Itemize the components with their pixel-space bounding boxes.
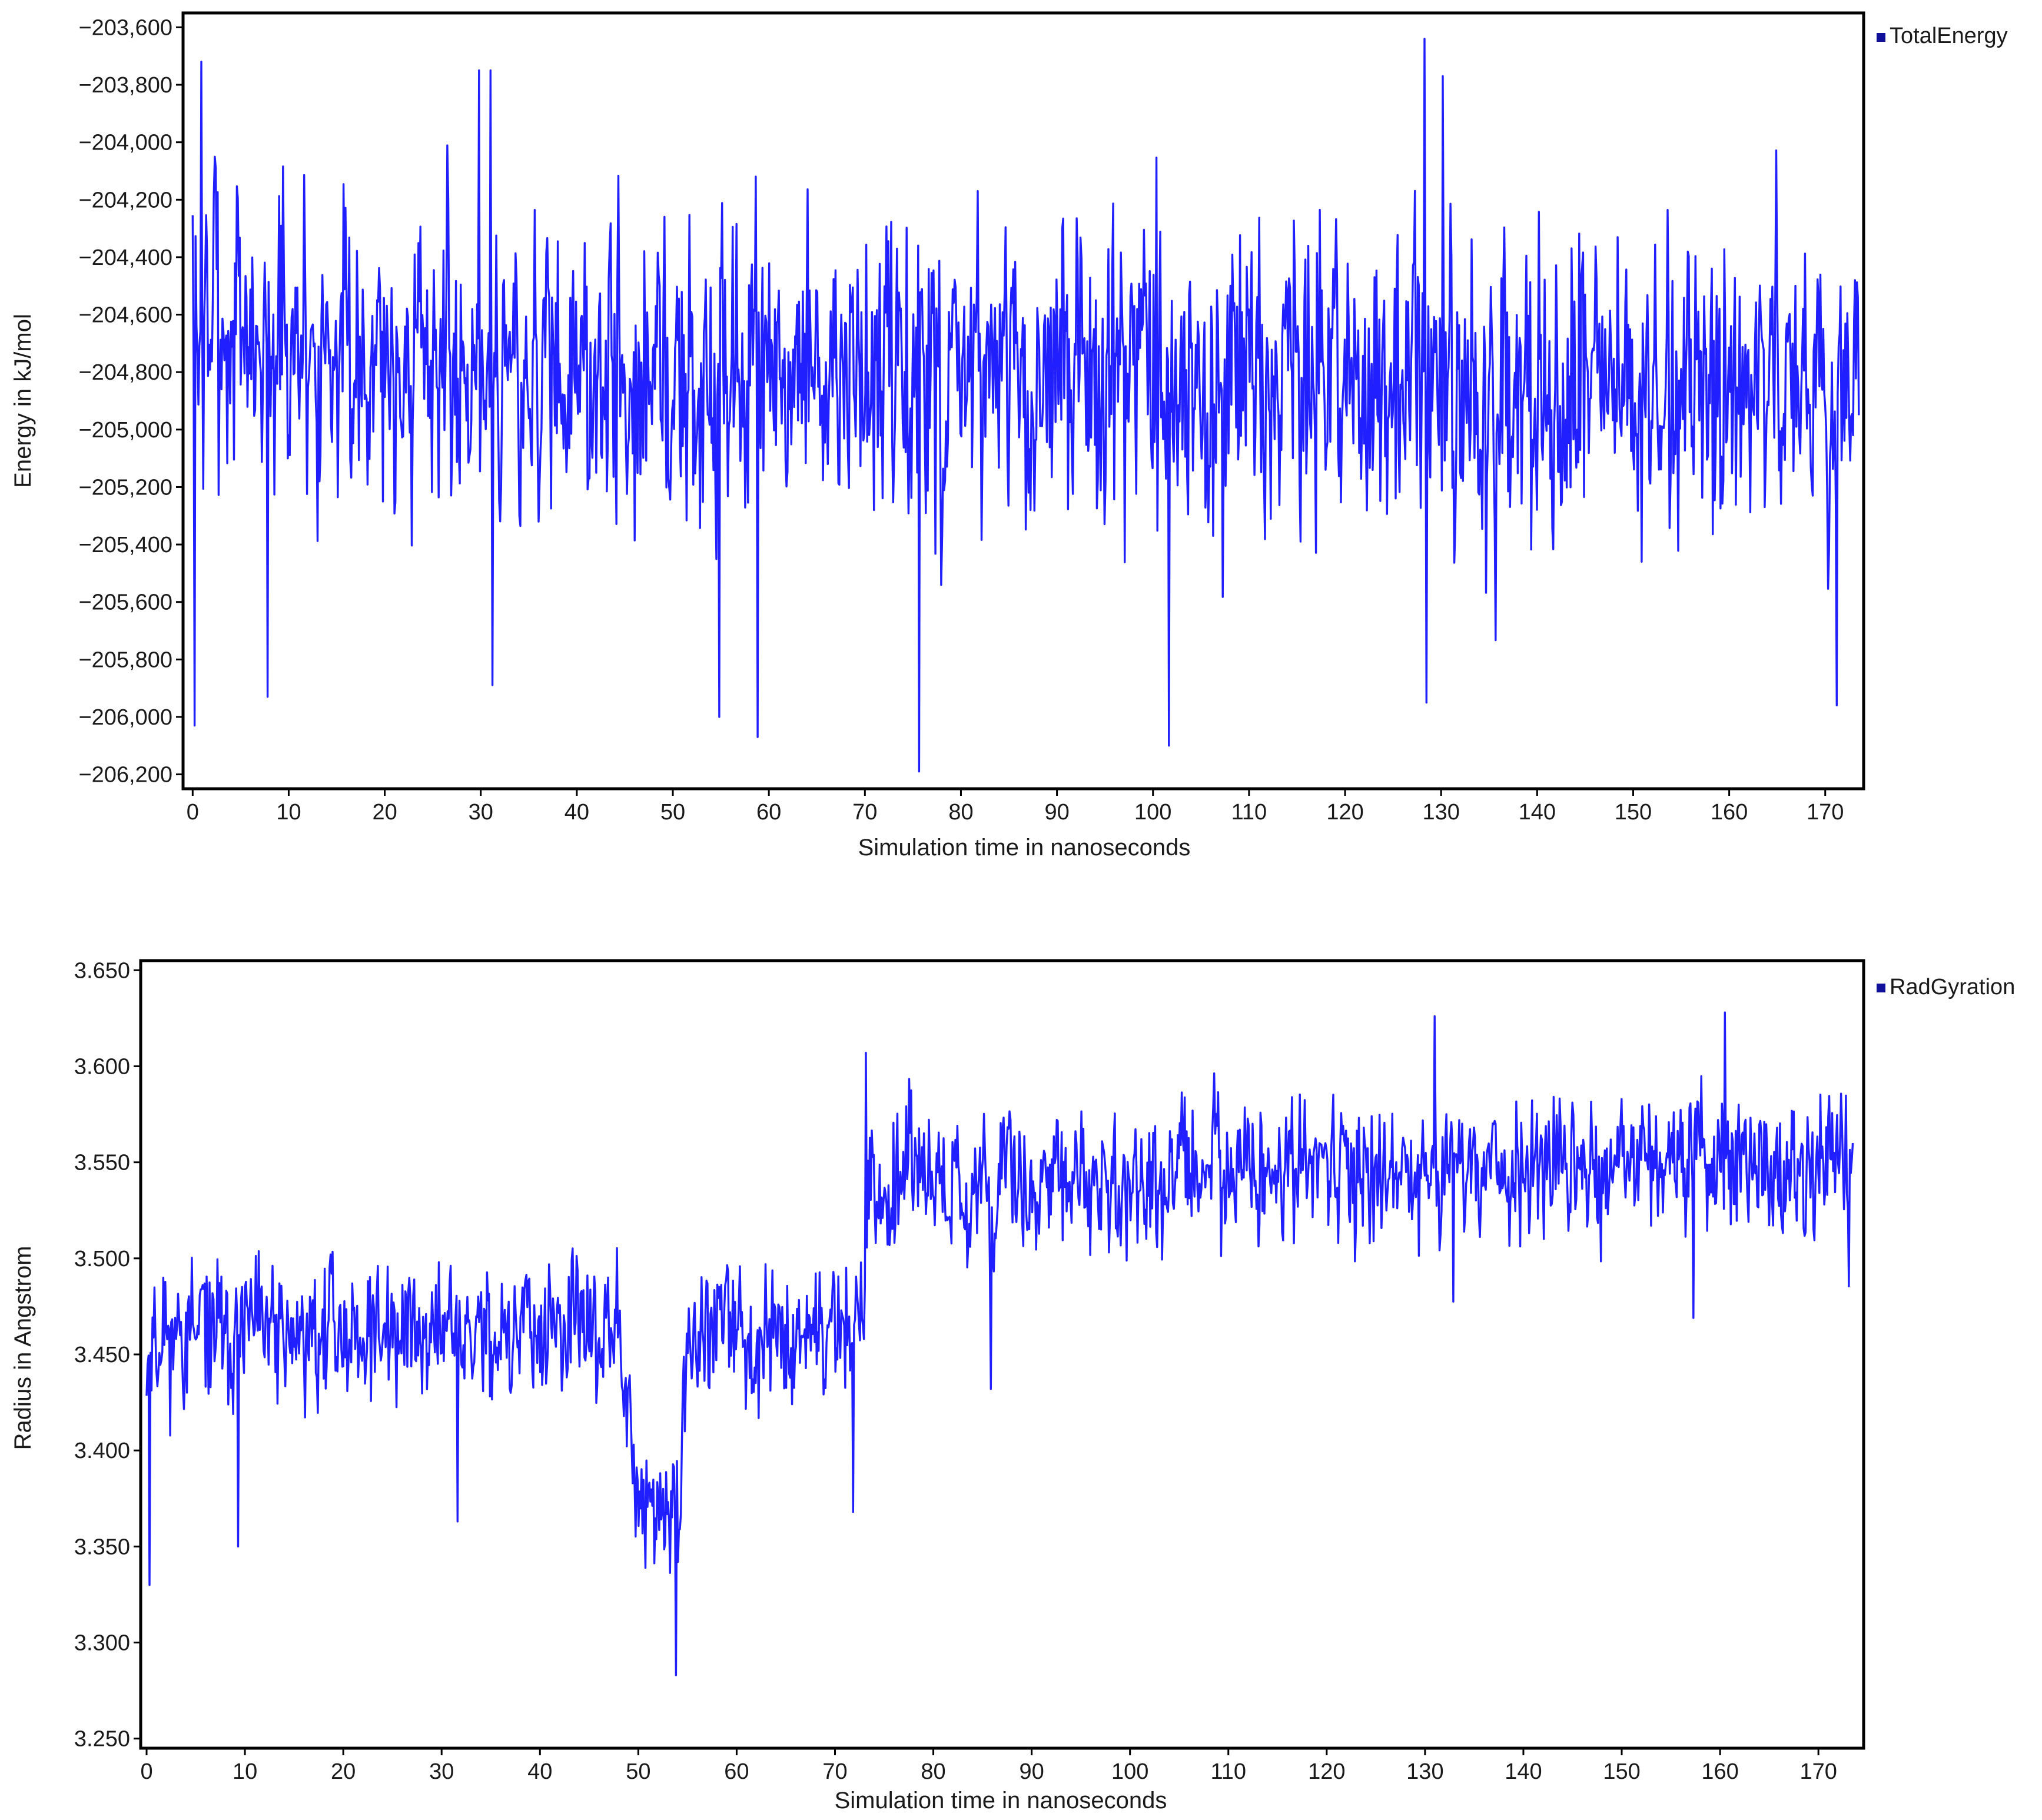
x-tick-label: 10 — [233, 1759, 257, 1784]
y-tick-label: −206,000 — [78, 705, 172, 730]
y-tick-label: −205,600 — [78, 590, 172, 615]
x-tick-label: 130 — [1422, 800, 1459, 825]
x-tick-label: 130 — [1406, 1759, 1443, 1784]
y-axis-ticks: −203,600 −203,800 −204,000 −204,200 −204,400… — [78, 15, 183, 788]
x-tick-label: 70 — [852, 800, 877, 825]
x-tick-label: 50 — [660, 800, 685, 825]
x-tick-label: 10 — [276, 800, 301, 825]
y-tick-label: 3.400 — [74, 1439, 130, 1463]
x-tick-label: 170 — [1799, 1759, 1837, 1784]
x-tick-label: 20 — [372, 800, 397, 825]
y-axis-label: Radius in Angstrom — [10, 1246, 36, 1450]
x-tick-label: 40 — [527, 1759, 552, 1784]
y-axis-ticks: 3.250 3.300 3.350 3.400 3.450 3.500 3.550 3.600… — [74, 958, 141, 1752]
total-energy-chart: 0 10 20 30 40 50 60 70 80 90 100 110 120 130 140 150 160… — [10, 11, 2008, 861]
x-tick-label: 160 — [1701, 1759, 1738, 1784]
x-tick-label: 70 — [822, 1759, 847, 1784]
x-tick-label: 60 — [756, 800, 781, 825]
y-tick-label: −204,200 — [78, 188, 172, 212]
x-tick-label: 140 — [1505, 1759, 1542, 1784]
x-tick-label: 0 — [140, 1759, 152, 1784]
legend-label: TotalEnergy — [1890, 24, 2008, 48]
series-path-TotalEnergy — [191, 38, 1860, 773]
x-tick-label: 0 — [187, 800, 199, 825]
x-axis-ticks: 0 10 20 30 40 50 60 70 80 90 100 110 120 130 140 150 160… — [140, 1748, 1837, 1784]
y-tick-label: 3.300 — [74, 1631, 130, 1656]
x-tick-label: 30 — [429, 1759, 454, 1784]
y-tick-label: −203,600 — [78, 15, 172, 40]
x-tick-label: 40 — [565, 800, 589, 825]
y-tick-label: −204,800 — [78, 360, 172, 385]
x-tick-label: 170 — [1807, 800, 1844, 825]
x-tick-label: 80 — [948, 800, 973, 825]
legend-swatch — [1877, 984, 1885, 992]
y-tick-label: 3.600 — [74, 1054, 130, 1079]
x-tick-label: 140 — [1519, 800, 1556, 825]
series-line — [145, 1011, 1854, 1676]
legend-label: RadGyration — [1890, 975, 2015, 999]
y-tick-label: 3.350 — [74, 1535, 130, 1559]
legend: TotalEnergy — [1877, 24, 2008, 48]
y-tick-label: 3.500 — [74, 1247, 130, 1271]
x-tick-label: 30 — [469, 800, 493, 825]
x-tick-label: 60 — [724, 1759, 749, 1784]
y-tick-label: −203,800 — [78, 73, 172, 98]
y-tick-label: 3.450 — [74, 1343, 130, 1367]
y-tick-label: 3.250 — [74, 1727, 130, 1752]
legend: RadGyration — [1877, 975, 2015, 999]
series-path-RadGyration — [145, 1011, 1854, 1676]
x-tick-label: 110 — [1210, 1759, 1246, 1784]
x-tick-label: 160 — [1711, 800, 1748, 825]
x-tick-label: 110 — [1231, 800, 1267, 825]
x-tick-label: 120 — [1326, 800, 1363, 825]
x-tick-label: 90 — [1019, 1759, 1044, 1784]
y-tick-label: −205,400 — [78, 533, 172, 557]
plot-frame — [181, 11, 1865, 791]
x-axis-ticks: 0 10 20 30 40 50 60 70 80 90 100 110 120 130 140 150 160… — [187, 789, 1844, 825]
y-axis-label: Energy in kJ/mol — [10, 314, 36, 488]
x-tick-label: 150 — [1603, 1759, 1640, 1784]
y-tick-label: 3.550 — [74, 1151, 130, 1175]
x-tick-label: 100 — [1111, 1759, 1148, 1784]
series-line — [191, 38, 1860, 773]
y-tick-label: −205,800 — [78, 647, 172, 672]
radius-of-gyration-chart: 0 10 20 30 40 50 60 70 80 90 100 110 120 130 140 150 160… — [10, 958, 2015, 1814]
x-tick-label: 150 — [1615, 800, 1652, 825]
y-tick-label: 3.650 — [74, 958, 130, 983]
x-tick-label: 20 — [331, 1759, 356, 1784]
x-tick-label: 90 — [1044, 800, 1069, 825]
y-tick-label: −206,200 — [78, 763, 172, 788]
legend-swatch — [1877, 33, 1885, 42]
x-tick-label: 50 — [626, 1759, 650, 1784]
y-tick-label: −205,000 — [78, 418, 172, 443]
x-axis-label: Simulation time in nanoseconds — [858, 835, 1191, 861]
y-tick-label: −204,600 — [78, 303, 172, 328]
x-tick-label: 80 — [921, 1759, 945, 1784]
x-tick-label: 120 — [1308, 1759, 1345, 1784]
x-axis-label: Simulation time in nanoseconds — [835, 1788, 1167, 1814]
y-tick-label: −204,400 — [78, 245, 172, 270]
y-tick-label: −204,000 — [78, 131, 172, 155]
x-tick-label: 100 — [1134, 800, 1171, 825]
y-tick-label: −205,200 — [78, 475, 172, 500]
